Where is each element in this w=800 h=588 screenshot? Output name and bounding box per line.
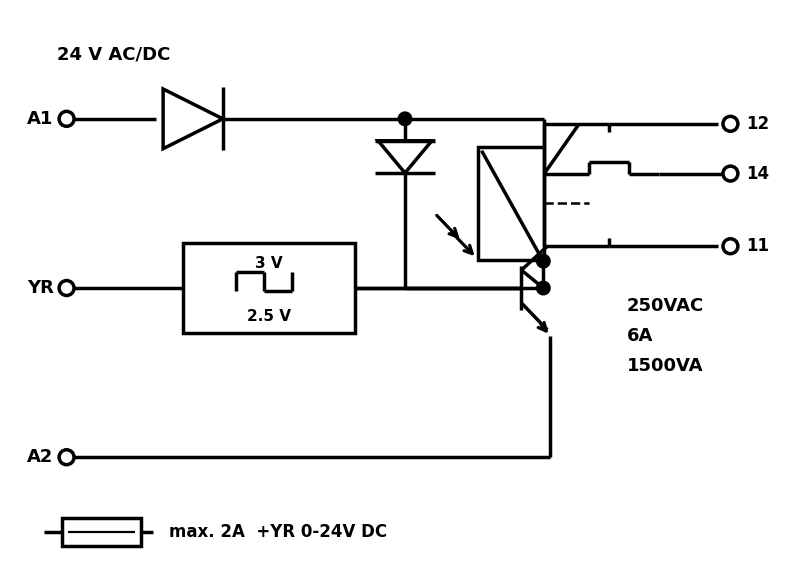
Text: 250VAC: 250VAC — [627, 297, 704, 315]
Text: 12: 12 — [746, 115, 770, 133]
Text: A1: A1 — [27, 110, 54, 128]
Bar — [62, 518, 142, 546]
Text: A2: A2 — [27, 448, 54, 466]
Circle shape — [398, 112, 412, 126]
Bar — [183, 243, 355, 333]
Circle shape — [537, 255, 550, 268]
Text: max. 2A  +YR 0-24V DC: max. 2A +YR 0-24V DC — [169, 523, 387, 541]
Text: YR: YR — [26, 279, 54, 297]
Text: 2.5 V: 2.5 V — [247, 309, 291, 324]
Bar — [478, 146, 544, 260]
Text: 14: 14 — [746, 165, 770, 182]
Circle shape — [537, 281, 550, 295]
Text: 24 V AC/DC: 24 V AC/DC — [57, 45, 170, 63]
Text: 11: 11 — [746, 237, 770, 255]
Text: 6A: 6A — [627, 327, 654, 345]
Text: 1500VA: 1500VA — [627, 357, 703, 375]
Text: 3 V: 3 V — [255, 256, 283, 271]
